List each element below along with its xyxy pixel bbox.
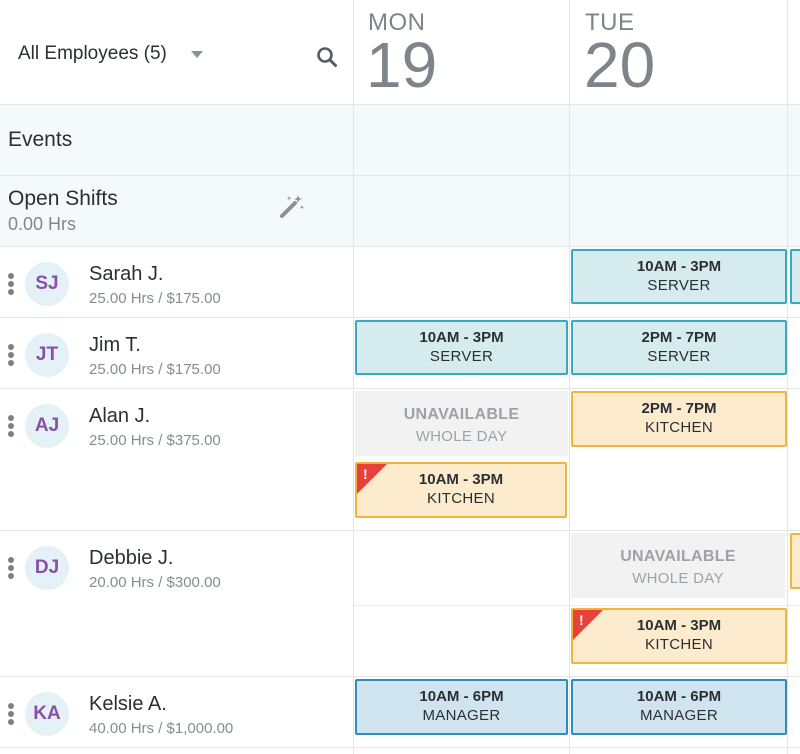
divider	[787, 0, 788, 754]
unavailable-detail: WHOLE DAY	[632, 570, 724, 587]
employee-filter-dropdown[interactable]: All Employees (5)	[18, 43, 167, 64]
divider	[569, 0, 570, 754]
shift-role: MANAGER	[640, 707, 718, 724]
shift-role: MANAGER	[422, 707, 501, 724]
unavailable-detail: WHOLE DAY	[415, 428, 508, 445]
unavailable-label: UNAVAILABLE	[620, 548, 736, 565]
shift-card[interactable]: 2PM - 7PM SERVER	[571, 320, 787, 375]
shift-role: SERVER	[647, 277, 711, 294]
shift-card-conflict[interactable]: ! 10AM - 3PM KITCHEN	[571, 608, 787, 664]
unavailable-block[interactable]: UNAVAILABLE WHOLE DAY	[355, 391, 568, 456]
avatar[interactable]: SJ	[25, 262, 69, 306]
events-row	[0, 104, 800, 175]
shift-time: 2PM - 7PM	[641, 400, 717, 417]
employee-stats: 25.00 Hrs / $375.00	[89, 432, 221, 449]
shift-time: 10AM - 3PM	[418, 471, 504, 488]
divider	[0, 388, 800, 389]
employee-name[interactable]: Alan J.	[89, 405, 151, 427]
employee-stats: 25.00 Hrs / $175.00	[89, 361, 221, 378]
divider	[0, 104, 800, 105]
shift-role: KITCHEN	[645, 636, 713, 653]
unavailable-label: UNAVAILABLE	[403, 406, 520, 423]
shift-card-partial[interactable]	[790, 249, 800, 304]
avatar[interactable]: KA	[25, 692, 69, 736]
shift-time: 10AM - 3PM	[636, 617, 722, 634]
shift-card-partial[interactable]	[790, 533, 800, 589]
drag-handle-icon[interactable]	[8, 273, 14, 295]
divider	[0, 676, 800, 677]
divider	[0, 747, 800, 748]
drag-handle-icon[interactable]	[8, 415, 14, 437]
drag-handle-icon[interactable]	[8, 344, 14, 366]
employee-name[interactable]: Jim T.	[89, 334, 141, 356]
avatar[interactable]: AJ	[25, 404, 69, 448]
warning-icon	[357, 464, 387, 494]
divider	[0, 530, 800, 531]
employee-stats: 40.00 Hrs / $1,000.00	[89, 720, 234, 737]
day-number-tuesday: 20	[584, 29, 656, 101]
day-name-tuesday: TUE	[585, 9, 635, 36]
employee-name[interactable]: Kelsie A.	[89, 693, 167, 715]
shift-role: SERVER	[647, 348, 711, 365]
shift-role: KITCHEN	[427, 490, 495, 507]
divider	[0, 317, 800, 318]
shift-card[interactable]: 10AM - 3PM SERVER	[571, 249, 787, 304]
shift-card[interactable]: 10AM - 6PM MANAGER	[571, 679, 787, 735]
shift-card[interactable]: 2PM - 7PM KITCHEN	[571, 391, 787, 447]
shift-card-conflict[interactable]: ! 10AM - 3PM KITCHEN	[355, 462, 567, 518]
events-label: Events	[8, 128, 73, 151]
warning-icon	[573, 610, 603, 640]
shift-time: 10AM - 6PM	[419, 688, 504, 705]
drag-handle-icon[interactable]	[8, 703, 14, 725]
open-shifts-row	[0, 175, 800, 246]
day-number-monday: 19	[366, 29, 438, 101]
employee-name[interactable]: Debbie J.	[89, 547, 174, 569]
shift-card[interactable]: 10AM - 3PM SERVER	[355, 320, 568, 375]
avatar[interactable]: JT	[25, 333, 69, 377]
shift-time: 10AM - 6PM	[636, 688, 722, 705]
shift-time: 10AM - 3PM	[419, 329, 504, 346]
shift-time: 2PM - 7PM	[641, 329, 717, 346]
employee-stats: 25.00 Hrs / $175.00	[89, 290, 221, 307]
employee-name[interactable]: Sarah J.	[89, 263, 164, 285]
day-name-monday: MON	[368, 9, 426, 36]
warning-mark: !	[363, 466, 368, 482]
avatar[interactable]: DJ	[25, 546, 69, 590]
shift-time: 10AM - 3PM	[636, 258, 722, 275]
caret-down-icon[interactable]	[191, 51, 203, 58]
open-shifts-hours: 0.00 Hrs	[8, 214, 77, 234]
drag-handle-icon[interactable]	[8, 557, 14, 579]
shift-role: SERVER	[429, 348, 494, 365]
warning-mark: !	[579, 612, 584, 628]
divider	[0, 175, 800, 176]
unavailable-block[interactable]: UNAVAILABLE WHOLE DAY	[571, 533, 785, 598]
divider	[353, 0, 354, 754]
shift-role: KITCHEN	[645, 419, 713, 436]
open-shifts-label: Open Shifts	[8, 187, 118, 210]
divider	[0, 246, 800, 247]
employee-stats: 20.00 Hrs / $300.00	[89, 574, 221, 591]
divider	[353, 605, 800, 606]
search-icon[interactable]	[316, 46, 338, 68]
shift-card[interactable]: 10AM - 6PM MANAGER	[355, 679, 568, 735]
magic-wand-icon[interactable]	[278, 192, 306, 220]
